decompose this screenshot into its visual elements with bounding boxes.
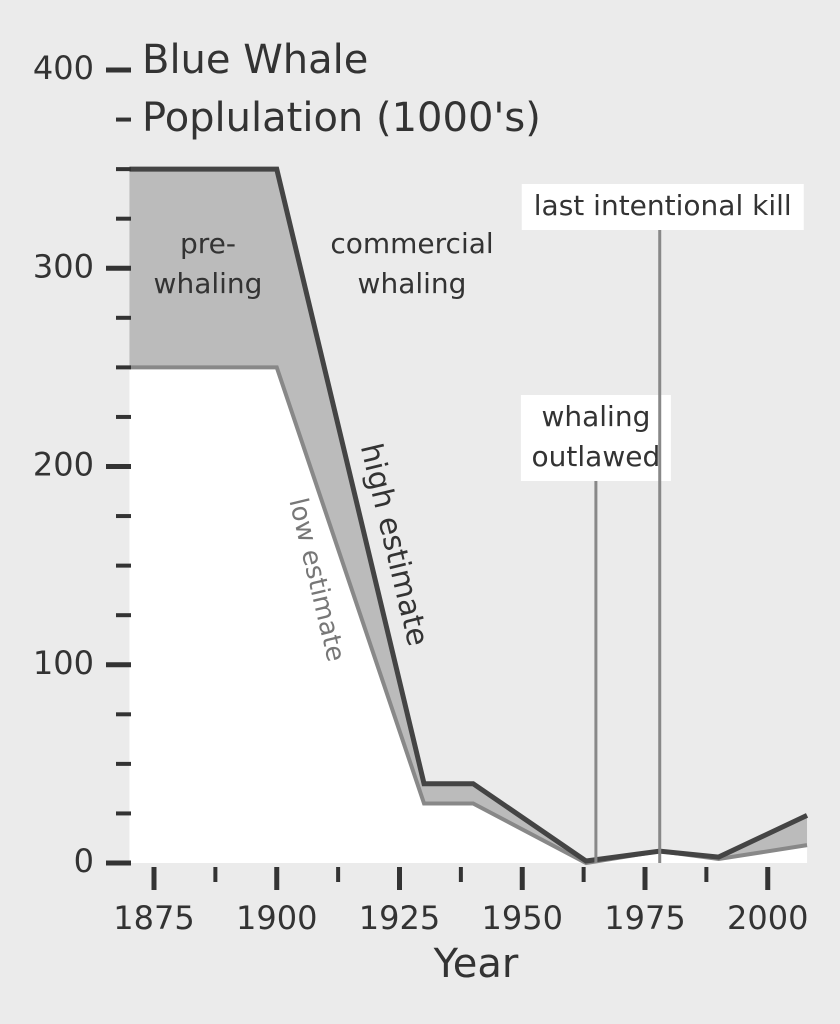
low-area — [129, 367, 808, 863]
y-tick-label: 300 — [33, 247, 94, 285]
y-tick-label: 0 — [74, 842, 94, 880]
chart-title: Poplulation (1000's) — [142, 95, 541, 141]
region-label: pre- — [180, 227, 236, 260]
y-tick-label: 400 — [33, 49, 94, 87]
y-tick-label: 200 — [33, 446, 94, 484]
region-label: commercial — [330, 227, 493, 260]
region-label: whaling — [154, 267, 263, 300]
annotation-box — [521, 184, 804, 230]
x-axis-label: Year — [433, 941, 519, 987]
x-tick-label: 1875 — [113, 899, 194, 937]
x-tick-label: 1925 — [359, 899, 440, 937]
x-tick-label: 1950 — [482, 899, 563, 937]
estimate-band — [129, 169, 808, 863]
annotation-label: whaling — [541, 400, 650, 433]
chart-title: Blue Whale — [142, 37, 368, 83]
y-tick-label: 100 — [33, 644, 94, 682]
annotation-label: last intentional kill — [534, 189, 792, 222]
annotation-box — [520, 395, 671, 481]
x-tick-label: 1975 — [604, 899, 685, 937]
annotation-label: outlawed — [532, 440, 661, 473]
x-tick-label: 2000 — [727, 899, 808, 937]
series-line — [129, 166, 809, 864]
x-tick-label: 1900 — [236, 899, 317, 937]
region-label: whaling — [358, 267, 467, 300]
